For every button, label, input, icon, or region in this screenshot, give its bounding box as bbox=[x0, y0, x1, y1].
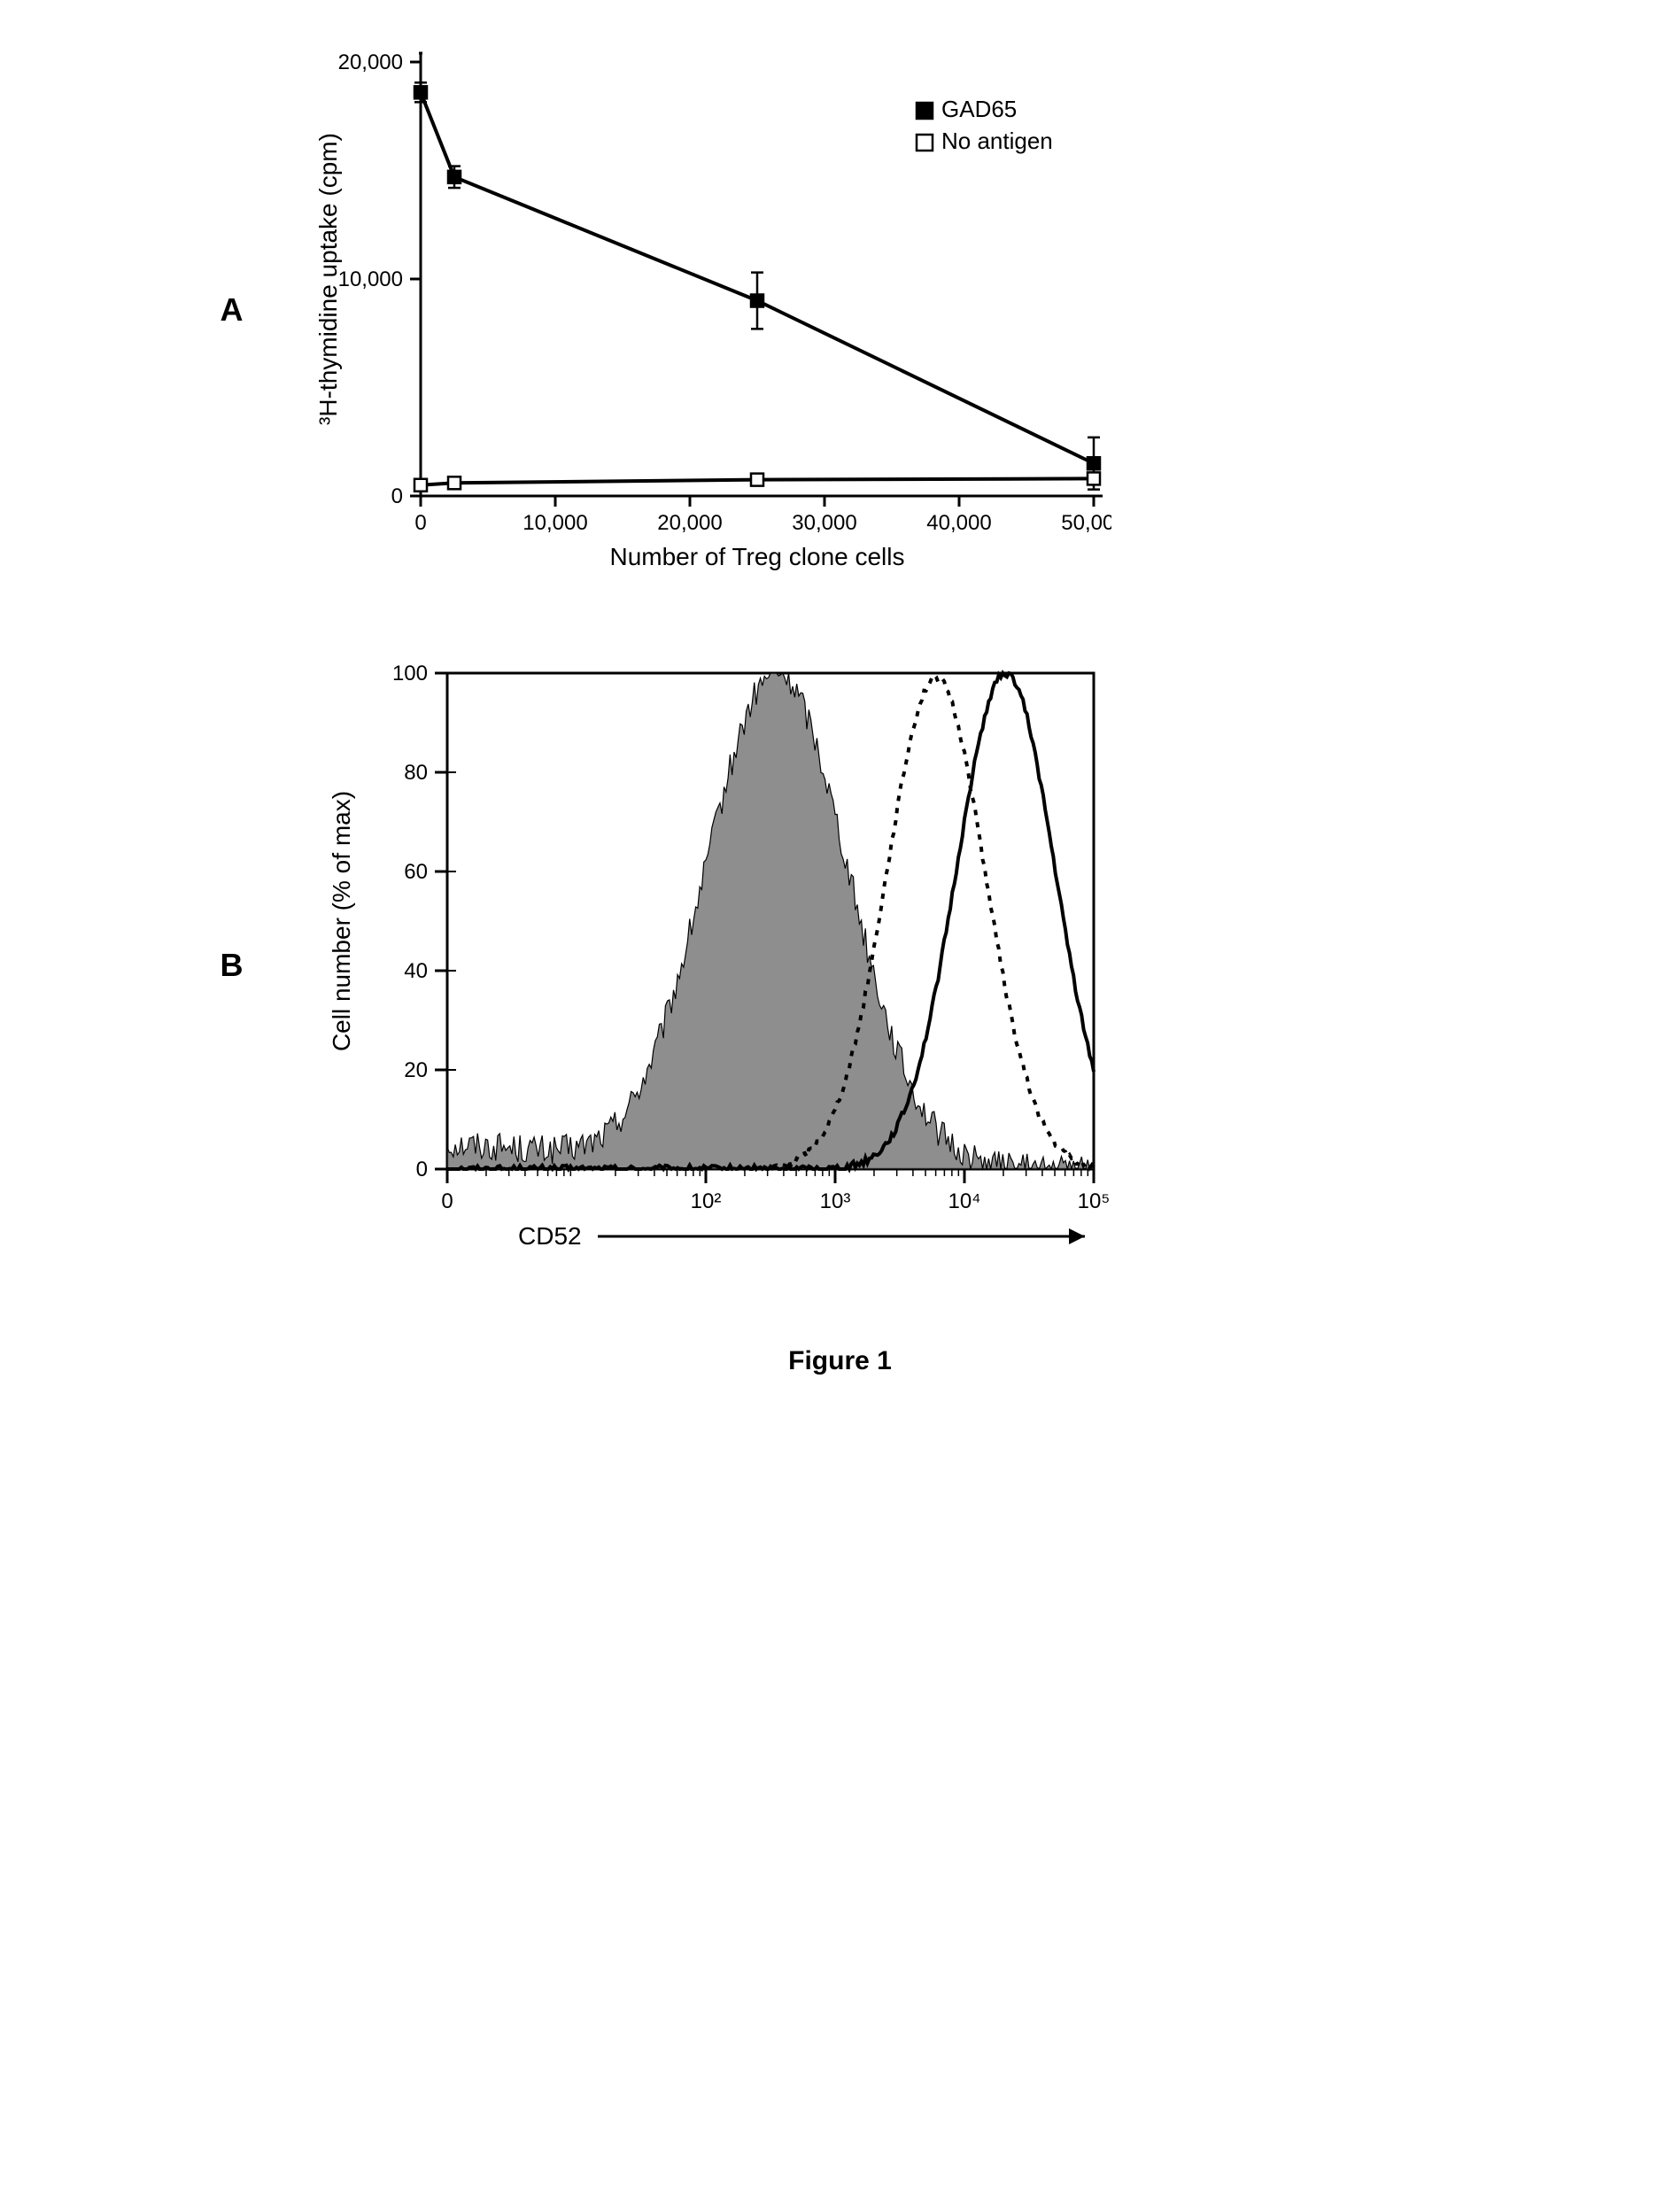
svg-text:0: 0 bbox=[391, 484, 402, 508]
svg-text:CD52: CD52 bbox=[518, 1222, 582, 1250]
svg-text:No antigen: No antigen bbox=[941, 128, 1053, 154]
svg-text:10³: 10³ bbox=[819, 1189, 850, 1213]
svg-text:10⁴: 10⁴ bbox=[948, 1189, 980, 1213]
svg-text:50,000: 50,000 bbox=[1061, 511, 1111, 535]
svg-text:40: 40 bbox=[404, 959, 428, 983]
panel-a-row: A 0 10,000 20,000 0 10,000 20,000 30,000 40,000… bbox=[221, 35, 1460, 585]
svg-text:0: 0 bbox=[441, 1189, 453, 1213]
svg-text:³H-thymidine uptake (cpm): ³H-thymidine uptake (cpm) bbox=[314, 133, 342, 425]
panel-a-label: A bbox=[221, 291, 244, 329]
svg-text:Number of Treg clone cells: Number of Treg clone cells bbox=[609, 543, 904, 570]
figure-1: A 0 10,000 20,000 0 10,000 20,000 30,000 40,000… bbox=[221, 35, 1460, 1376]
svg-text:20,000: 20,000 bbox=[337, 50, 402, 74]
figure-caption: Figure 1 bbox=[221, 1346, 1460, 1376]
svg-text:80: 80 bbox=[404, 761, 428, 785]
svg-text:10²: 10² bbox=[690, 1189, 721, 1213]
svg-text:10⁵: 10⁵ bbox=[1077, 1189, 1110, 1213]
panel-b-row: B 0 20 40 60 80 100 0 10² 10³ 10⁴ 10⁵ Cell number (… bbox=[221, 655, 1460, 1275]
panel-a-chart: 0 10,000 20,000 0 10,000 20,000 30,000 40,000 50… bbox=[297, 35, 1111, 585]
svg-text:0: 0 bbox=[415, 1158, 427, 1181]
svg-text:60: 60 bbox=[404, 860, 428, 884]
svg-text:GAD65: GAD65 bbox=[941, 96, 1017, 122]
svg-text:10,000: 10,000 bbox=[523, 511, 587, 535]
svg-text:20,000: 20,000 bbox=[657, 511, 722, 535]
svg-text:0: 0 bbox=[414, 511, 426, 535]
svg-text:10,000: 10,000 bbox=[337, 267, 402, 291]
svg-text:20: 20 bbox=[404, 1058, 428, 1082]
panel-b-label: B bbox=[221, 947, 244, 984]
svg-text:100: 100 bbox=[391, 662, 427, 685]
svg-text:40,000: 40,000 bbox=[926, 511, 991, 535]
panel-b-chart: 0 20 40 60 80 100 0 10² 10³ 10⁴ 10⁵ Cell number (% … bbox=[297, 655, 1111, 1275]
svg-text:Cell number (% of max): Cell number (% of max) bbox=[328, 791, 355, 1051]
svg-text:30,000: 30,000 bbox=[792, 511, 856, 535]
